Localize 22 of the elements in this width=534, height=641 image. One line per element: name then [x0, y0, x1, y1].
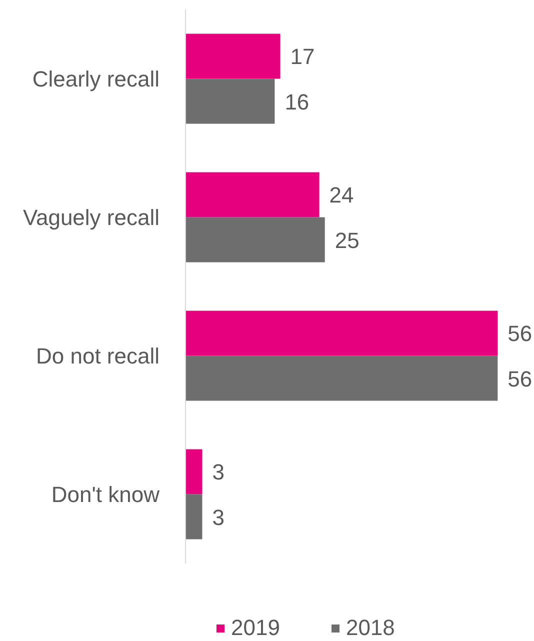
- y-tick-label: Clearly recall: [32, 66, 160, 92]
- bar: [186, 356, 498, 401]
- data-label: 17: [290, 44, 315, 70]
- bar: [186, 310, 498, 356]
- data-label: 56: [508, 321, 532, 346]
- bar: [186, 449, 202, 494]
- bar: [186, 494, 202, 540]
- legend-label: 2018: [346, 615, 395, 641]
- data-label: 24: [329, 182, 354, 208]
- bar: [186, 217, 325, 262]
- bar: [186, 172, 320, 218]
- data-label: 25: [334, 228, 360, 253]
- bar: [186, 34, 280, 79]
- legend-label: 2019: [231, 615, 280, 641]
- y-tick-label: Do not recall: [36, 343, 160, 368]
- data-label: 56: [508, 366, 532, 392]
- data-label: 3: [212, 504, 224, 530]
- y-tick-label: Don't know: [51, 482, 160, 507]
- data-label: 16: [284, 89, 310, 114]
- y-tick-label: Vaguely recall: [22, 204, 160, 230]
- data-label: 3: [212, 460, 224, 485]
- bar: [186, 78, 275, 124]
